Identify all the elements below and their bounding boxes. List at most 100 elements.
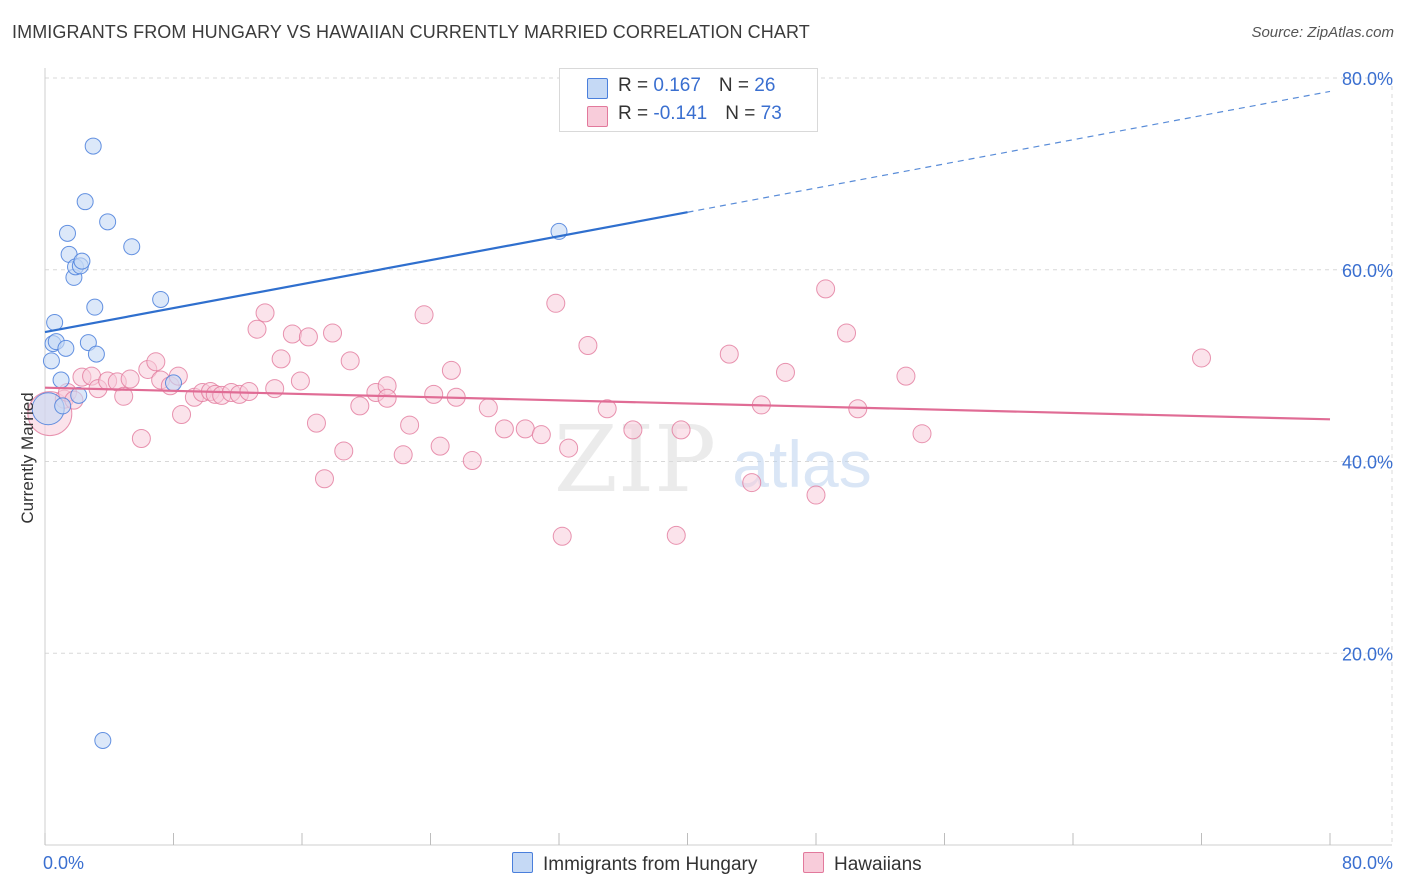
axes-layer: [44, 68, 1392, 846]
hawaiians-point: [424, 384, 444, 404]
hungary-point: [73, 252, 91, 270]
hungary-point: [87, 345, 105, 363]
hawaiians-point: [806, 485, 826, 505]
hungary-point: [58, 224, 76, 242]
hawaiians-point: [623, 420, 643, 440]
hawaiians-point: [334, 441, 354, 461]
hungary-point: [152, 290, 170, 308]
hungary-trend-extension: [687, 90, 1331, 213]
hawaiians-point: [350, 396, 370, 416]
legend-n-label: N =: [718, 75, 755, 96]
legend-r-label: R =: [618, 75, 654, 96]
hawaiians-point: [742, 473, 762, 493]
hawaiians-point: [552, 526, 572, 546]
legend-r-value: 0.167: [653, 75, 701, 96]
hungary-point: [76, 193, 94, 211]
source-label: Source: ZipAtlas.com: [1251, 24, 1394, 41]
hawaiians-point: [559, 438, 579, 458]
hawaiians-point: [430, 436, 450, 456]
hawaiians-point: [462, 451, 482, 471]
hawaiians-point: [298, 327, 318, 347]
hawaiians-point: [719, 344, 739, 364]
hawaiians-point: [120, 369, 140, 389]
hawaiians-point: [146, 352, 166, 372]
watermark: ZIP atlas: [554, 406, 872, 513]
hungary-point: [54, 397, 72, 415]
y-tick-label: 40.0%: [1342, 453, 1393, 473]
hawaiians-point: [912, 424, 932, 444]
hawaiians-point: [400, 415, 420, 435]
bottom-legend-label: Hawaiians: [834, 854, 922, 875]
hawaiians-point: [414, 305, 434, 325]
legend-swatch-pink: [587, 106, 608, 127]
legend-r-label: R =: [618, 103, 654, 124]
hawaiians-point: [597, 399, 617, 419]
hawaiians-point: [377, 388, 397, 408]
legend-n-label: N =: [725, 103, 761, 124]
legend-n-value: 73: [760, 103, 782, 124]
hawaiians-point: [441, 360, 461, 380]
bottom-legend-hungary: Immigrants from Hungary: [512, 852, 757, 876]
hungary-point: [99, 213, 117, 231]
hungary-point: [86, 298, 104, 316]
hawaiians-points: [27, 279, 1211, 546]
bottom-legend-label: Immigrants from Hungary: [543, 854, 758, 875]
legend-r-value: -0.141: [653, 103, 708, 124]
tick-labels: 20.0% 40.0% 60.0% 80.0% 0.0% 80.0%: [43, 69, 1393, 873]
hawaiians-trend-line: [44, 386, 1331, 421]
hungary-point: [57, 339, 75, 357]
hungary-trend-line: [44, 211, 688, 334]
legend: R = 0.167 N = 26 R = -0.141 N = 73: [559, 68, 818, 132]
hungary-point: [70, 386, 88, 404]
legend-n-value: 26: [754, 75, 776, 96]
chart-title: IMMIGRANTS FROM HUNGARY VS HAWAIIAN CURR…: [12, 22, 810, 42]
hawaiians-point: [340, 351, 360, 371]
hawaiians-point: [666, 525, 686, 545]
hawaiians-point: [546, 293, 566, 313]
bottom-legend-swatch-pink: [803, 852, 824, 873]
y-tick-label: 60.0%: [1342, 261, 1393, 281]
hawaiians-point: [393, 445, 413, 465]
hawaiians-point: [314, 469, 334, 489]
x-tick-label: 80.0%: [1342, 853, 1393, 873]
hungary-point: [46, 313, 64, 331]
trend-lines: [44, 90, 1331, 421]
hawaiians-point: [131, 428, 151, 448]
hawaiians-point: [265, 379, 285, 399]
hawaiians-point: [816, 279, 836, 299]
hawaiians-point: [896, 366, 916, 386]
bottom-legend-hawaiians: Hawaiians: [803, 852, 922, 876]
hawaiians-point: [323, 323, 343, 343]
hawaiians-point: [478, 398, 498, 418]
hungary-points: [31, 137, 568, 749]
bottom-legend-swatch-blue: [512, 852, 533, 873]
x-tick-label: 0.0%: [43, 853, 84, 873]
y-axis-label: Currently Married: [18, 392, 37, 523]
grid-layer: [45, 77, 1393, 845]
hawaiians-point: [247, 319, 267, 339]
hungary-point: [79, 334, 97, 352]
hungary-point: [94, 731, 112, 749]
hawaiians-point: [494, 419, 514, 439]
hawaiians-point: [255, 303, 275, 323]
hawaiians-point: [578, 335, 598, 355]
hungary-point: [165, 374, 182, 392]
hungary-point: [52, 371, 70, 389]
y-tick-label: 20.0%: [1342, 644, 1393, 664]
hawaiians-point: [531, 425, 551, 445]
hawaiians-point: [671, 420, 691, 440]
hawaiians-point: [837, 323, 857, 343]
hungary-point: [123, 238, 141, 256]
hawaiians-point: [306, 413, 326, 433]
hawaiians-point: [290, 371, 310, 391]
y-tick-label: 80.0%: [1342, 69, 1393, 89]
hawaiians-point: [1192, 348, 1211, 368]
legend-swatch-blue: [587, 78, 608, 99]
hawaiians-point: [282, 324, 302, 344]
hawaiians-point: [114, 386, 134, 406]
hawaiians-point: [271, 349, 291, 369]
hawaiians-point: [775, 362, 795, 382]
hungary-point: [42, 352, 60, 370]
hungary-point: [84, 137, 102, 155]
